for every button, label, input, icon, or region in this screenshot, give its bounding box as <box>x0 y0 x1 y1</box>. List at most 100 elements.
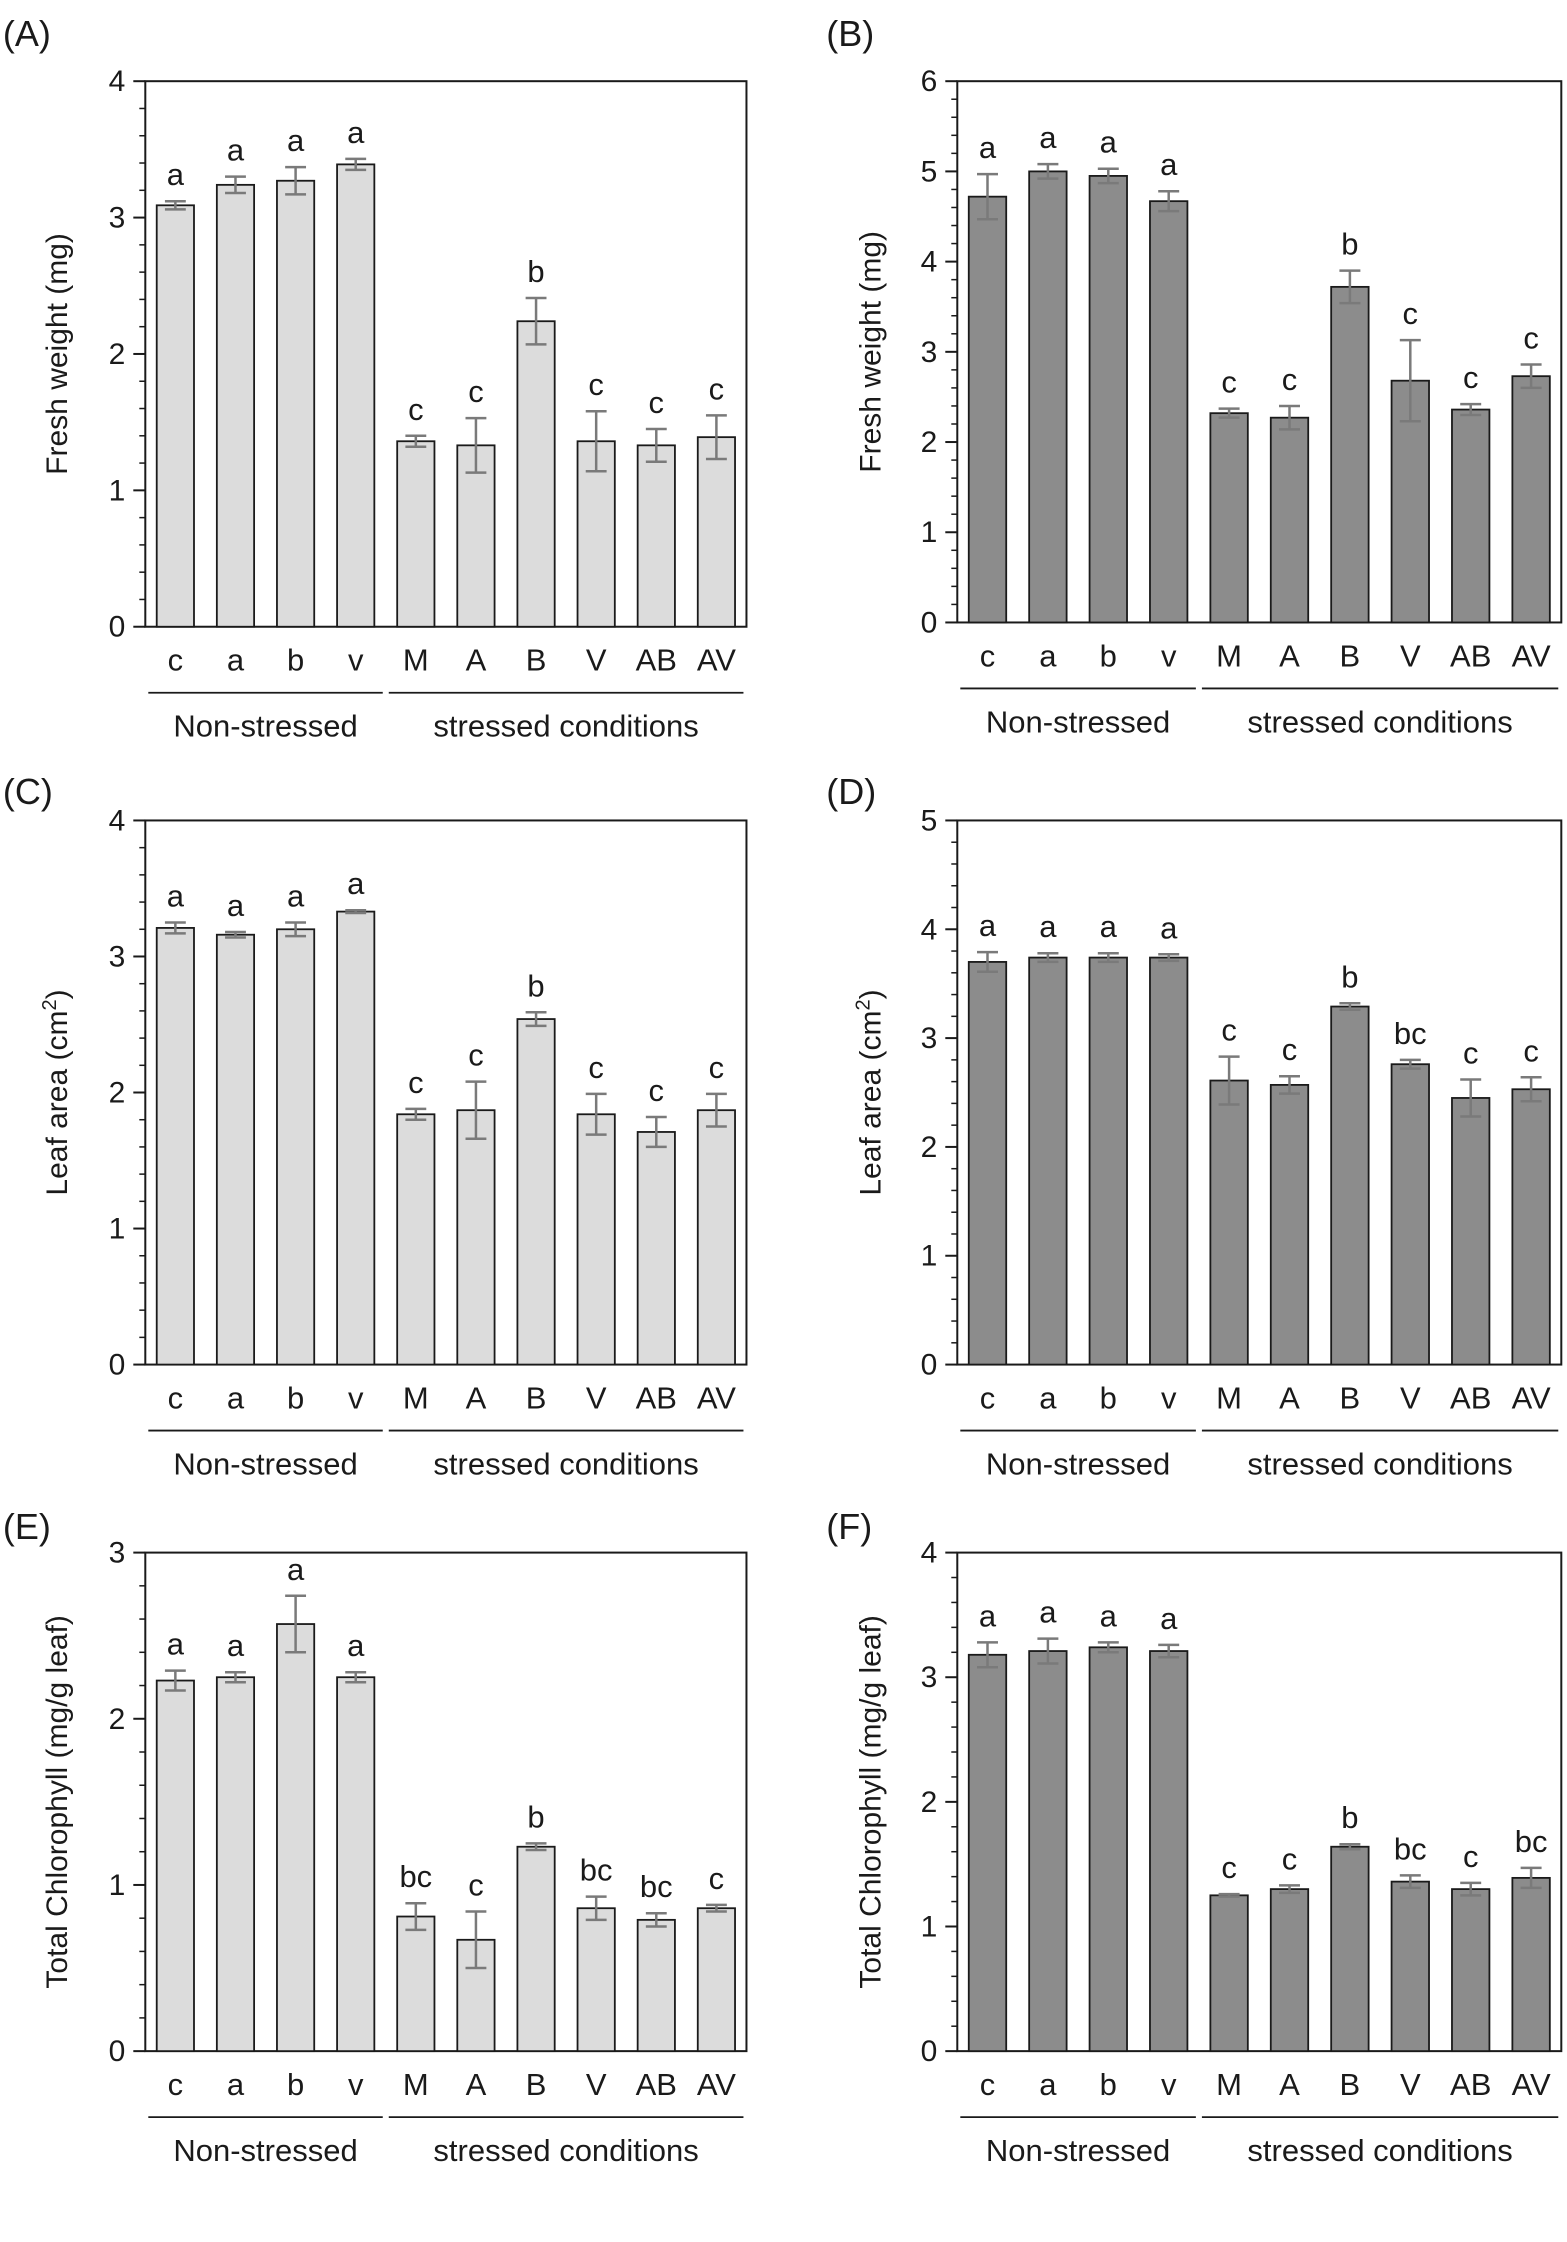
significance-label-e-AB: bc <box>640 1869 673 1904</box>
significance-label-f-AB: c <box>1463 1839 1479 1874</box>
y-tick-label-d: 3 <box>921 1022 938 1055</box>
significance-label-a-AB: c <box>649 385 665 420</box>
bar-f-M <box>1209 1894 1249 2053</box>
bar-c-a <box>215 933 256 1366</box>
significance-label-e-B: b <box>527 1799 544 1834</box>
significance-label-f-b: a <box>1100 1598 1118 1633</box>
y-tick-label-b: 6 <box>921 65 938 98</box>
x-tick-label-b-V: V <box>1400 638 1421 673</box>
significance-label-c-AB: c <box>649 1073 665 1108</box>
x-tick-label-d-a: a <box>1039 1381 1057 1416</box>
significance-label-d-v: a <box>1160 910 1178 945</box>
bar-a-A <box>456 444 496 628</box>
bar-b-M <box>1209 412 1249 624</box>
x-tick-label-f-B: B <box>1340 2067 1361 2102</box>
y-tick-label-b: 3 <box>921 336 938 369</box>
y-tick-label-a: 2 <box>109 338 126 371</box>
y-tick-label-e: 3 <box>109 1537 126 1570</box>
bar-b-b <box>1088 175 1128 624</box>
bar-c-M <box>396 1113 436 1366</box>
x-tick-label-f-V: V <box>1400 2067 1421 2102</box>
y-tick-label-e: 0 <box>109 2035 126 2068</box>
x-tick-label-c-B: B <box>526 1381 547 1416</box>
bar-d-A <box>1269 1083 1310 1366</box>
significance-label-d-A: c <box>1282 1032 1298 1067</box>
x-tick-label-c-a: a <box>227 1381 245 1416</box>
x-tick-label-f-AV: AV <box>1512 2067 1551 2102</box>
bar-b-AV <box>1511 375 1551 624</box>
y-axis-label-f: Total Chlorophyll (mg/g leaf) <box>854 1615 887 1989</box>
significance-label-c-M: c <box>408 1065 424 1100</box>
y-tick-label-b: 0 <box>921 606 938 639</box>
significance-label-c-B: b <box>527 968 544 1003</box>
x-tick-label-d-M: M <box>1216 1381 1242 1416</box>
bar-a-M <box>396 440 436 628</box>
panel-label-c: (C) <box>3 771 53 812</box>
x-tick-label-b-A: A <box>1279 638 1300 673</box>
significance-label-c-a: a <box>227 888 245 923</box>
y-axis-label-b: Fresh weight (mg) <box>854 231 887 473</box>
bar-f-A <box>1269 1888 1310 2053</box>
significance-label-b-V: c <box>1403 296 1419 331</box>
significance-label-b-v: a <box>1160 147 1178 182</box>
y-tick-label-e: 1 <box>109 1869 126 1902</box>
significance-label-f-A: c <box>1282 1841 1298 1876</box>
x-tick-label-f-c: c <box>980 2067 996 2102</box>
y-axis-label-e: Total Chlorophyll (mg/g leaf) <box>41 1615 74 1989</box>
x-tick-label-c-M: M <box>403 1381 429 1416</box>
bar-f-B <box>1330 1845 1370 2053</box>
x-tick-label-a-b: b <box>287 643 304 678</box>
x-tick-label-e-AB: AB <box>636 2067 677 2102</box>
bar-d-B <box>1330 1005 1370 1366</box>
bar-d-c <box>967 961 1008 1366</box>
bar-a-AB <box>636 444 676 628</box>
panel-label-d: (D) <box>826 771 876 812</box>
significance-label-b-b: a <box>1100 125 1118 160</box>
x-tick-label-d-c: c <box>980 1381 996 1416</box>
x-tick-label-d-V: V <box>1400 1381 1421 1416</box>
significance-label-f-a: a <box>1039 1595 1057 1630</box>
y-axis-label-a: Fresh weight (mg) <box>41 233 74 475</box>
y-tick-label-f: 4 <box>921 1537 938 1570</box>
significance-label-e-b: a <box>287 1552 305 1587</box>
bar-c-v <box>336 910 376 1366</box>
significance-label-e-a: a <box>227 1628 245 1663</box>
x-tick-label-f-AB: AB <box>1450 2067 1491 2102</box>
bar-e-b <box>276 1623 316 2053</box>
significance-label-e-A: c <box>468 1868 484 1903</box>
significance-label-d-V: bc <box>1394 1016 1427 1051</box>
x-tick-label-d-B: B <box>1340 1381 1361 1416</box>
group-label-d: Non-stressed <box>986 1447 1170 1482</box>
significance-label-b-M: c <box>1221 365 1237 400</box>
bar-a-a <box>215 183 256 628</box>
significance-label-d-a: a <box>1039 909 1057 944</box>
y-tick-label-a: 3 <box>109 202 126 235</box>
y-tick-label-b: 2 <box>921 426 938 459</box>
significance-label-e-AV: c <box>709 1861 725 1896</box>
y-axis-label-d: Leaf area (cm2) <box>852 989 887 1195</box>
bar-e-AB <box>636 1918 676 2053</box>
x-tick-label-a-M: M <box>403 643 429 678</box>
y-tick-label-a: 1 <box>109 474 126 507</box>
bar-b-AB <box>1451 408 1491 624</box>
y-tick-label-d: 4 <box>921 913 938 946</box>
significance-label-a-V: c <box>588 367 604 402</box>
y-tick-label-d: 0 <box>921 1349 938 1382</box>
bar-b-v <box>1149 200 1189 624</box>
x-tick-label-a-B: B <box>526 643 547 678</box>
bar-c-c <box>155 927 195 1366</box>
bar-d-AB <box>1451 1097 1491 1366</box>
x-tick-label-c-b: b <box>287 1381 304 1416</box>
bar-f-b <box>1088 1646 1128 2053</box>
significance-label-a-c: a <box>167 157 185 192</box>
y-tick-label-b: 1 <box>921 516 938 549</box>
y-tick-label-c: 4 <box>109 804 126 837</box>
bar-e-V <box>576 1907 616 2053</box>
x-tick-label-f-a: a <box>1039 2067 1057 2102</box>
x-tick-label-d-AV: AV <box>1512 1381 1551 1416</box>
x-tick-label-c-AV: AV <box>697 1381 736 1416</box>
x-tick-label-e-b: b <box>287 2067 304 2102</box>
y-tick-label-c: 3 <box>109 940 126 973</box>
x-tick-label-b-AB: AB <box>1450 638 1491 673</box>
y-tick-label-f: 2 <box>921 1786 938 1819</box>
